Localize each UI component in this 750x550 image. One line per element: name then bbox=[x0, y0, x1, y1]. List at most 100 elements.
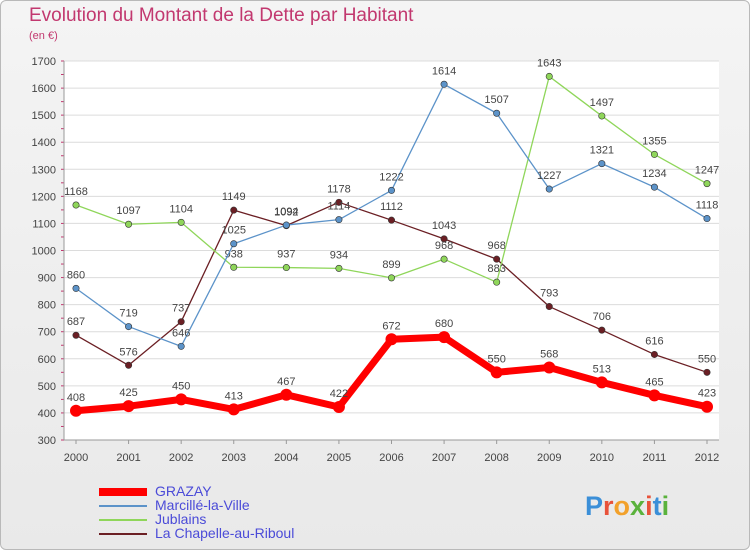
data-label: 1321 bbox=[590, 145, 614, 157]
data-point bbox=[598, 326, 606, 334]
data-label: 1227 bbox=[537, 170, 561, 182]
data-point bbox=[650, 183, 658, 191]
data-label: 1178 bbox=[327, 183, 351, 195]
y-tick-label: 500 bbox=[38, 381, 56, 393]
data-point bbox=[387, 186, 395, 194]
legend-swatch bbox=[99, 488, 147, 496]
logo-letter: t bbox=[652, 491, 662, 521]
data-point bbox=[175, 393, 188, 406]
logo-letter: o bbox=[613, 491, 631, 521]
data-label: 550 bbox=[487, 353, 505, 365]
data-point bbox=[493, 109, 501, 117]
legend-swatch bbox=[99, 505, 147, 507]
data-point bbox=[703, 368, 711, 376]
data-point bbox=[335, 264, 343, 272]
data-label: 1643 bbox=[537, 57, 561, 69]
x-tick-label: 2001 bbox=[116, 452, 140, 464]
data-label: 1025 bbox=[222, 225, 246, 237]
data-label: 672 bbox=[382, 320, 400, 332]
legend-label: Jublains bbox=[155, 511, 207, 527]
legend-swatch bbox=[99, 519, 147, 521]
data-label: 1097 bbox=[116, 205, 140, 217]
y-tick-label: 1300 bbox=[32, 164, 56, 176]
logo-letter: i bbox=[661, 491, 670, 521]
data-label: 1507 bbox=[484, 94, 508, 106]
data-label: 1149 bbox=[222, 191, 246, 203]
data-point bbox=[385, 333, 398, 346]
data-point bbox=[230, 240, 238, 248]
data-label: 1168 bbox=[64, 186, 88, 198]
data-point bbox=[440, 255, 448, 263]
data-label: 450 bbox=[172, 380, 190, 392]
x-tick-label: 2005 bbox=[327, 452, 351, 464]
data-point bbox=[703, 180, 711, 188]
data-point bbox=[332, 400, 345, 413]
data-point bbox=[543, 361, 556, 374]
y-tick-label: 800 bbox=[38, 300, 56, 312]
data-point bbox=[650, 350, 658, 358]
data-point bbox=[125, 220, 133, 228]
x-tick-label: 2003 bbox=[222, 452, 246, 464]
data-label: 568 bbox=[540, 348, 558, 360]
data-label: 422 bbox=[330, 388, 348, 400]
logo-letter: P bbox=[585, 491, 604, 521]
data-point bbox=[545, 72, 553, 80]
data-label: 513 bbox=[593, 363, 611, 375]
data-point bbox=[72, 331, 80, 339]
x-tick-label: 2011 bbox=[643, 452, 667, 464]
data-point bbox=[125, 361, 133, 369]
data-label: 1222 bbox=[379, 171, 403, 183]
data-point bbox=[230, 263, 238, 271]
data-point bbox=[70, 404, 82, 417]
data-label: 1614 bbox=[432, 65, 456, 77]
data-point bbox=[72, 284, 80, 292]
logo-letter: r bbox=[603, 491, 614, 521]
data-point bbox=[545, 303, 553, 311]
data-label: 968 bbox=[435, 240, 453, 252]
data-point bbox=[177, 318, 185, 326]
data-label: 1118 bbox=[696, 200, 719, 212]
y-tick-label: 1100 bbox=[32, 218, 56, 230]
x-tick-label: 2004 bbox=[274, 452, 298, 464]
data-label: 1094 bbox=[274, 206, 298, 218]
data-point bbox=[122, 400, 135, 413]
data-label: 968 bbox=[487, 240, 505, 252]
data-label: 934 bbox=[330, 249, 348, 261]
data-point bbox=[701, 400, 713, 413]
data-point bbox=[650, 150, 658, 158]
legend-item: La Chapelle-au-Riboul bbox=[99, 525, 359, 541]
data-point bbox=[438, 331, 451, 344]
data-label: 687 bbox=[67, 316, 85, 328]
data-point bbox=[227, 403, 240, 416]
x-tick-label: 2012 bbox=[695, 452, 719, 464]
data-point bbox=[125, 323, 133, 331]
y-tick-label: 1200 bbox=[32, 191, 56, 203]
data-label: 938 bbox=[225, 248, 243, 260]
y-tick-label: 1700 bbox=[32, 56, 56, 68]
data-point bbox=[595, 376, 608, 389]
data-point bbox=[490, 366, 503, 379]
data-label: 1092 bbox=[274, 207, 298, 219]
data-label: 937 bbox=[277, 249, 295, 261]
legend-swatch bbox=[99, 533, 147, 535]
data-label: 423 bbox=[698, 388, 716, 400]
data-point bbox=[177, 342, 185, 350]
data-label: 408 bbox=[67, 392, 85, 404]
x-tick-label: 2009 bbox=[537, 452, 561, 464]
data-label: 576 bbox=[119, 346, 137, 358]
data-point bbox=[230, 206, 238, 214]
data-label: 616 bbox=[645, 335, 663, 347]
data-label: 883 bbox=[487, 263, 505, 275]
data-label: 1234 bbox=[642, 168, 666, 180]
data-label: 550 bbox=[698, 353, 716, 365]
y-tick-label: 300 bbox=[38, 435, 56, 447]
data-label: 793 bbox=[540, 288, 558, 300]
data-label: 467 bbox=[277, 376, 295, 388]
data-point bbox=[440, 80, 448, 88]
y-tick-label: 1000 bbox=[32, 246, 56, 258]
x-tick-label: 2007 bbox=[432, 452, 456, 464]
chart-title: Evolution du Montant de la Dette par Hab… bbox=[29, 5, 414, 26]
data-label: 1114 bbox=[327, 201, 350, 213]
data-label: 719 bbox=[119, 308, 137, 320]
